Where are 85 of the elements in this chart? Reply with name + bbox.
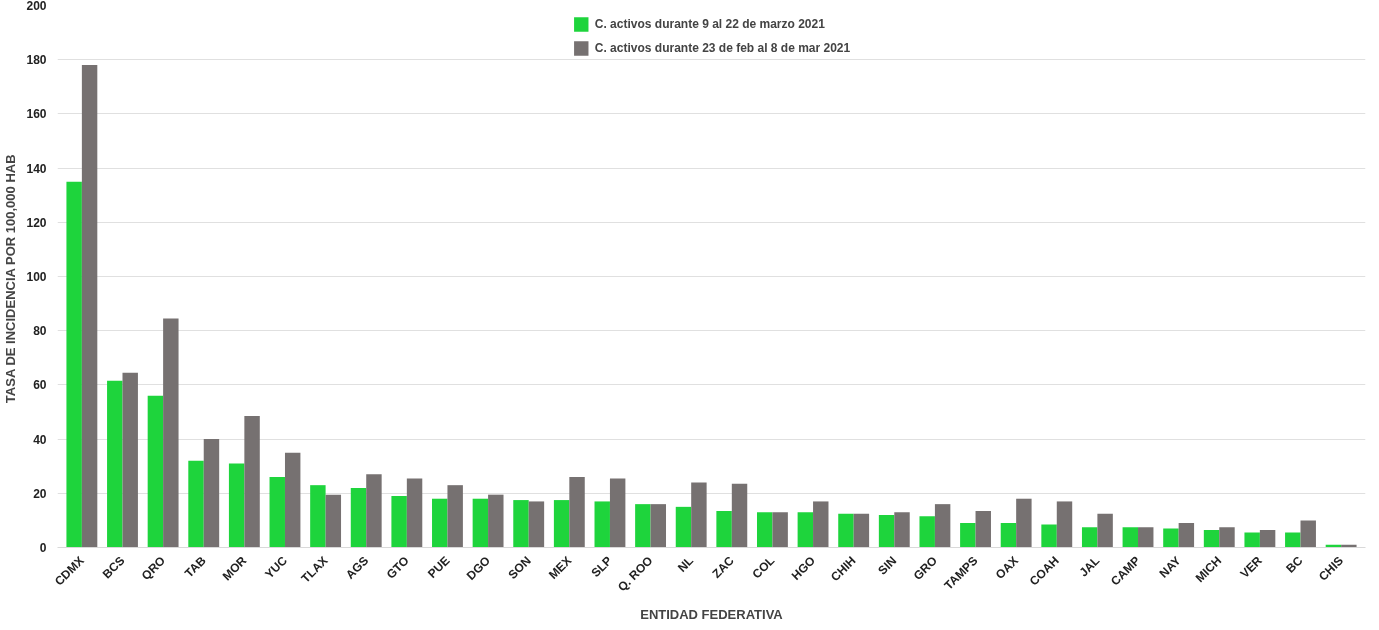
bar [757,512,773,548]
x-axis-title: ENTIDAD FEDERATIVA [640,607,784,623]
bar [325,494,342,548]
x-tick-label: NL [674,553,697,575]
bar [391,496,407,548]
bar [472,498,489,548]
bar [350,487,367,548]
bar [1163,528,1179,548]
bar [1000,523,1017,548]
bar [1219,527,1235,548]
y-tick-label: 60 [33,378,47,393]
bar [1259,529,1276,548]
bar [244,416,260,548]
x-tick-label: TAB [181,553,209,581]
bar [488,494,504,548]
bar [878,514,895,548]
y-tick-label: 40 [33,432,47,447]
x-tick-label: VER [1237,553,1266,581]
bar [1016,498,1032,548]
bar [1056,501,1073,548]
bar [284,452,301,548]
bar [1203,529,1220,548]
bar [1244,532,1260,548]
y-tick-label: 120 [26,215,47,230]
bar [1081,527,1098,548]
bar [528,501,545,548]
bar [569,477,585,548]
bar [406,478,423,548]
bar [960,523,976,548]
bar [366,474,382,548]
y-axis-title: TASA DE INCIDENCIA POR 100,000 HAB [3,154,19,404]
bar [203,439,220,548]
x-tick-label: SIN [875,553,900,578]
legend-label: C. activos durante 23 de feb al 8 de mar 2021 [594,41,851,55]
bar [975,510,991,548]
bar [107,380,123,548]
y-tick-label: 20 [33,486,47,501]
bar [594,501,610,548]
bar [853,513,870,548]
bar [691,482,707,548]
bar [188,460,204,548]
bar [1138,527,1154,548]
bar [731,483,748,548]
bar [1122,527,1139,548]
bar [635,504,651,548]
y-tick-label: 80 [33,324,47,339]
bar [163,318,179,548]
bar [310,485,326,548]
x-tick-label: BC [1283,553,1306,576]
x-tick-label: COL [749,553,778,582]
y-tick-label: 160 [26,107,47,122]
bar [1300,520,1316,548]
bar [919,516,935,548]
bar [553,500,570,548]
bar [650,504,666,548]
bar [934,504,951,548]
bar [1041,524,1057,548]
legend-label: C. activos durante 9 al 22 de marzo 2021 [594,17,825,31]
y-tick-label: 100 [26,270,47,284]
x-tick-label: JAL [1076,553,1103,580]
bar [797,512,814,548]
bar [813,501,829,548]
bar [432,498,448,548]
bar [1178,523,1195,548]
bar [122,372,138,548]
y-tick-label: 200 [26,0,47,13]
x-tick-label: YUC [262,553,291,582]
y-tick-label: 0 [39,541,47,555]
bar [1097,513,1113,548]
bar [894,512,910,548]
bar [147,395,164,548]
bar [675,506,692,548]
bar [81,65,98,548]
bar [1285,532,1301,548]
bar [838,513,854,548]
bar [66,181,82,548]
bar [772,512,788,548]
bar [228,463,245,548]
bar [269,477,285,548]
bar [716,510,732,548]
y-tick-label: 180 [26,53,47,68]
y-tick-label: 140 [26,161,47,176]
bar [447,485,463,548]
bar [513,500,529,548]
bar [609,478,626,548]
